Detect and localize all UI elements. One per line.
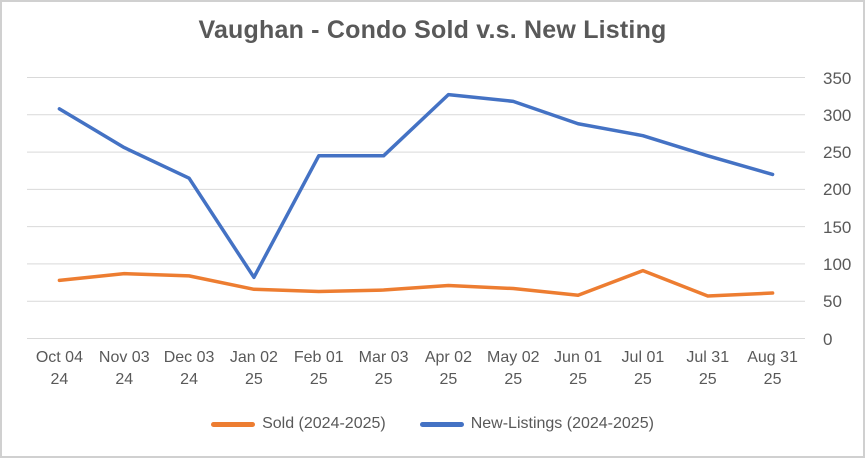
legend-item-new-listings: New-Listings (2024-2025) [419, 415, 654, 433]
x-tick-label: Aug 31 25 [747, 349, 798, 388]
x-tick-label: Jul 31 25 [686, 349, 730, 388]
x-tick-label: May 02 25 [487, 349, 540, 388]
series-line-new-listings [57, 92, 775, 280]
legend-label-new-listings: New-Listings (2024-2025) [470, 415, 654, 432]
x-tick-label: Oct 04 24 [35, 349, 83, 388]
x-tick-label: Feb 01 25 [293, 349, 344, 388]
x-tick-label: Jul 01 25 [621, 349, 665, 388]
x-tick-label: Dec 03 24 [163, 349, 215, 388]
x-tick-label: Jan 02 25 [229, 349, 278, 388]
legend: Sold (2024-2025) New-Listings (2024-2025… [2, 415, 863, 433]
new-listings-series-line-swatch-icon [419, 421, 464, 427]
y-tick-label: 250 [823, 143, 852, 163]
legend-item-sold: Sold (2024-2025) [211, 415, 386, 433]
series-line-sold [57, 268, 775, 298]
chart-title: Vaughan - Condo Sold v.s. New Listing [198, 16, 667, 44]
y-tick-label: 150 [823, 217, 852, 237]
y-tick-label: 300 [823, 105, 852, 125]
x-tick-label: Apr 02 25 [424, 349, 472, 388]
x-tick-label: Nov 03 24 [98, 349, 150, 388]
y-tick-label: 200 [823, 180, 852, 200]
y-tick-label: 100 [823, 254, 852, 274]
legend-label-sold: Sold (2024-2025) [262, 415, 386, 432]
x-tick-label: Mar 03 25 [358, 349, 409, 388]
y-tick-label: 350 [823, 68, 852, 88]
sold-series-line-swatch-icon [211, 421, 256, 427]
x-tick-label: Jun 01 25 [554, 349, 603, 388]
y-tick-label: 0 [823, 329, 833, 349]
y-tick-label: 50 [823, 292, 842, 312]
